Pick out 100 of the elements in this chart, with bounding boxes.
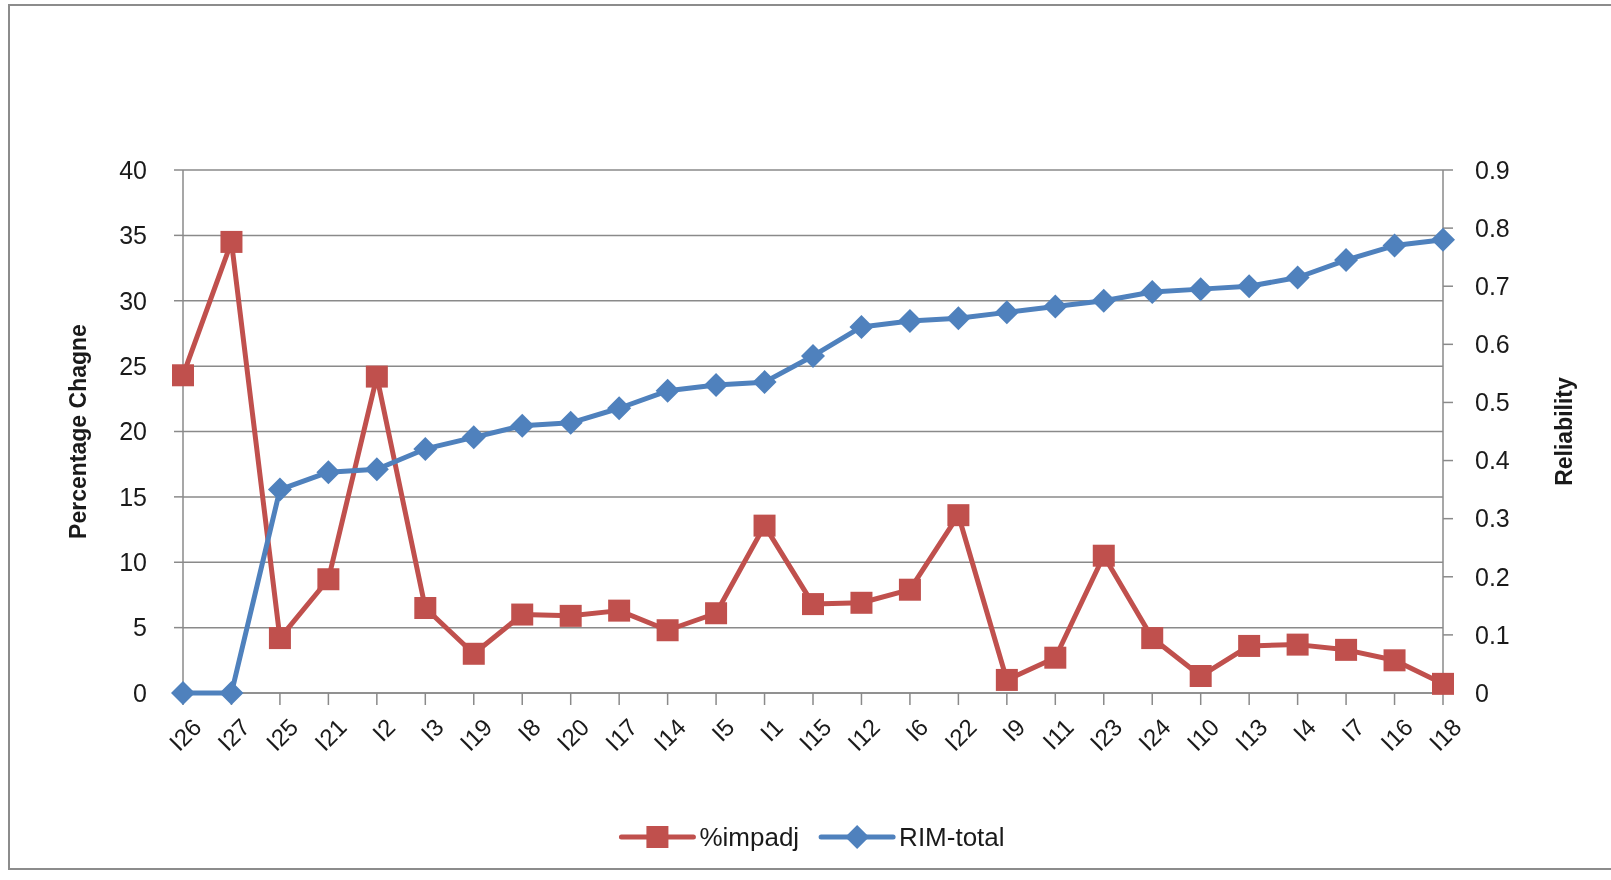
- x-tick-label: I11: [1037, 713, 1079, 755]
- point: [995, 668, 1018, 691]
- x-tick-label: I26: [163, 713, 207, 757]
- point: [414, 597, 437, 620]
- point: [1431, 227, 1455, 252]
- point: [898, 578, 921, 601]
- y2-tick-label: 0.7: [1475, 271, 1510, 300]
- point: [1285, 265, 1310, 290]
- y2-axis-title: Reliability: [1551, 376, 1577, 486]
- point: [413, 436, 438, 461]
- point: [994, 300, 1019, 325]
- point: [801, 343, 825, 368]
- x-tick-label: I1: [754, 713, 788, 747]
- y2-tick-label: 0.5: [1475, 388, 1510, 417]
- point: [1286, 633, 1309, 656]
- y2-tick-label: 0.2: [1475, 562, 1510, 591]
- x-tick-label: I10: [1181, 713, 1225, 757]
- point: [655, 378, 680, 403]
- point: [510, 413, 535, 438]
- point: [1335, 638, 1358, 661]
- point: [1091, 288, 1116, 313]
- point: [752, 370, 777, 395]
- point: [268, 627, 291, 650]
- point: [220, 230, 243, 253]
- y-axis-title: Percentage Chagne: [65, 324, 91, 539]
- point: [317, 568, 340, 591]
- x-tick-label: I24: [1132, 713, 1176, 757]
- point: [1382, 233, 1407, 258]
- point: [1188, 277, 1213, 302]
- point: [1043, 294, 1068, 319]
- point: [1237, 274, 1262, 299]
- point: [1092, 544, 1115, 567]
- point: [461, 425, 486, 450]
- y-tick-label: 40: [119, 155, 147, 184]
- x-tick-label: I9: [997, 713, 1031, 747]
- point: [608, 599, 631, 622]
- point: [897, 309, 922, 334]
- x-tick-label: I20: [551, 713, 595, 757]
- x-tick-label: I14: [648, 713, 692, 757]
- point: [753, 514, 776, 537]
- x-tick-label: I18: [1423, 713, 1467, 757]
- y2-tick-label: 0.9: [1475, 155, 1510, 184]
- x-tick-label: I21: [309, 713, 352, 757]
- y-tick-label: 35: [119, 221, 147, 250]
- point: [267, 477, 292, 502]
- y-tick-label: 0: [133, 678, 147, 707]
- legend-label: RIM-total: [899, 822, 1005, 853]
- x-tick-label: I27: [212, 713, 255, 757]
- point: [1189, 665, 1212, 687]
- point: [1432, 672, 1454, 695]
- x-tick-label: I19: [454, 713, 498, 757]
- x-tick-label: I5: [706, 713, 740, 747]
- x-tick-label: I2: [367, 713, 401, 747]
- y2-tick-label: 0.3: [1475, 504, 1510, 533]
- y2-tick-label: 0.4: [1475, 446, 1510, 475]
- point: [1238, 634, 1261, 657]
- point: [849, 314, 874, 339]
- x-tick-label: I15: [793, 713, 837, 757]
- point: [462, 642, 485, 665]
- x-tick-label: I3: [415, 713, 449, 747]
- x-tick-label: I7: [1336, 713, 1370, 747]
- x-tick-label: I4: [1287, 713, 1322, 747]
- point: [365, 365, 388, 388]
- point: [704, 373, 729, 398]
- point: [705, 602, 728, 625]
- x-tick-label: I6: [900, 713, 934, 747]
- point: [559, 604, 582, 627]
- point: [364, 457, 389, 482]
- point: [558, 410, 583, 435]
- legend-label: %impadj: [699, 822, 800, 853]
- point: [1140, 280, 1165, 305]
- x-tick-label: I22: [939, 713, 982, 757]
- point: [1383, 649, 1406, 672]
- y-tick-label: 15: [119, 482, 147, 511]
- x-tick-label: I16: [1375, 713, 1418, 757]
- point: [316, 460, 341, 485]
- y-tick-label: 10: [119, 548, 147, 576]
- point: [511, 603, 534, 626]
- point: [947, 504, 970, 527]
- point: [1334, 248, 1359, 273]
- y2-tick-label: 0: [1475, 678, 1489, 707]
- point: [607, 396, 632, 421]
- y-tick-label: 30: [119, 286, 147, 315]
- x-tick-label: I17: [599, 713, 643, 757]
- point: [946, 306, 971, 331]
- point: [219, 681, 244, 705]
- point: [656, 619, 679, 642]
- point: [850, 591, 873, 614]
- y-tick-label: 20: [119, 417, 147, 446]
- x-tick-label: I23: [1084, 713, 1128, 757]
- point: [802, 593, 824, 616]
- y2-tick-label: 0.1: [1475, 620, 1510, 649]
- point: [172, 364, 194, 387]
- y-tick-label: 25: [119, 351, 147, 380]
- y2-tick-label: 0.8: [1475, 213, 1510, 242]
- point: [1141, 627, 1164, 650]
- x-tick-label: I12: [842, 713, 885, 757]
- x-tick-label: I25: [260, 713, 304, 757]
- point: [1044, 646, 1067, 669]
- y-tick-label: 5: [133, 613, 147, 642]
